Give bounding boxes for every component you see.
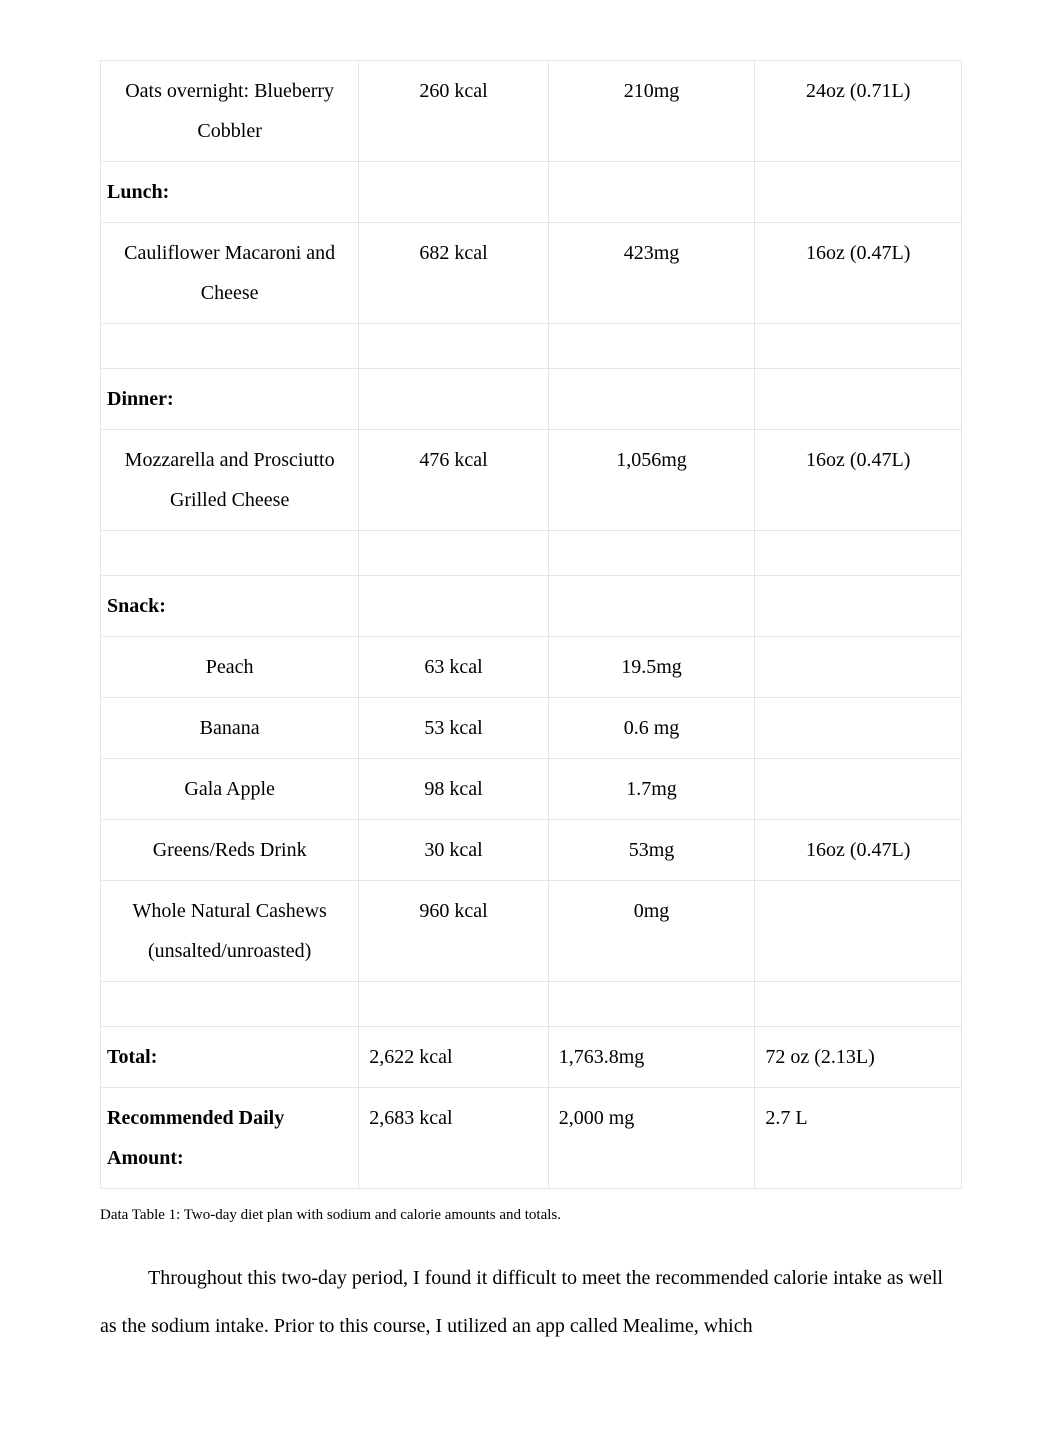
cell-total-calories: 2,622 kcal bbox=[359, 1027, 548, 1088]
cell-empty bbox=[548, 576, 755, 637]
cell-item: Gala Apple bbox=[101, 759, 359, 820]
cell-empty bbox=[359, 576, 548, 637]
page: Oats overnight: Blueberry Cobbler 260 kc… bbox=[0, 0, 1062, 1430]
cell-water: 16oz (0.47L) bbox=[755, 430, 962, 531]
cell-empty bbox=[359, 369, 548, 430]
cell-water bbox=[755, 881, 962, 982]
cell-calories: 260 kcal bbox=[359, 61, 548, 162]
table-row: Oats overnight: Blueberry Cobbler 260 kc… bbox=[101, 61, 962, 162]
cell-water bbox=[755, 759, 962, 820]
cell-section-label: Snack: bbox=[101, 576, 359, 637]
cell-empty bbox=[101, 324, 359, 369]
body-paragraph: Throughout this two-day period, I found … bbox=[100, 1254, 962, 1350]
cell-empty bbox=[548, 369, 755, 430]
cell-sodium: 0mg bbox=[548, 881, 755, 982]
cell-calories: 63 kcal bbox=[359, 637, 548, 698]
cell-empty bbox=[101, 982, 359, 1027]
table-spacer-row bbox=[101, 531, 962, 576]
cell-empty bbox=[548, 162, 755, 223]
cell-total-label: Total: bbox=[101, 1027, 359, 1088]
table-row: Gala Apple 98 kcal 1.7mg bbox=[101, 759, 962, 820]
table-row: Cauliflower Macaroni and Cheese 682 kcal… bbox=[101, 223, 962, 324]
cell-item: Oats overnight: Blueberry Cobbler bbox=[101, 61, 359, 162]
cell-water: 16oz (0.47L) bbox=[755, 820, 962, 881]
cell-sodium: 53mg bbox=[548, 820, 755, 881]
cell-empty bbox=[359, 531, 548, 576]
cell-calories: 682 kcal bbox=[359, 223, 548, 324]
cell-section-label: Dinner: bbox=[101, 369, 359, 430]
cell-recommended-sodium: 2,000 mg bbox=[548, 1088, 755, 1189]
diet-table: Oats overnight: Blueberry Cobbler 260 kc… bbox=[100, 60, 962, 1189]
cell-recommended-label: Recommended Daily Amount: bbox=[101, 1088, 359, 1189]
cell-empty bbox=[755, 982, 962, 1027]
table-caption: Data Table 1: Two-day diet plan with sod… bbox=[100, 1205, 962, 1226]
cell-empty bbox=[548, 531, 755, 576]
table-row: Greens/Reds Drink 30 kcal 53mg 16oz (0.4… bbox=[101, 820, 962, 881]
cell-sodium: 1,056mg bbox=[548, 430, 755, 531]
cell-empty bbox=[359, 162, 548, 223]
cell-sodium: 210mg bbox=[548, 61, 755, 162]
cell-recommended-calories: 2,683 kcal bbox=[359, 1088, 548, 1189]
cell-calories: 53 kcal bbox=[359, 698, 548, 759]
cell-sodium: 423mg bbox=[548, 223, 755, 324]
cell-sodium: 0.6 mg bbox=[548, 698, 755, 759]
cell-item: Whole Natural Cashews (unsalted/unroaste… bbox=[101, 881, 359, 982]
cell-empty bbox=[359, 324, 548, 369]
cell-item: Mozzarella and Prosciutto Grilled Cheese bbox=[101, 430, 359, 531]
cell-empty bbox=[755, 531, 962, 576]
table-row: Mozzarella and Prosciutto Grilled Cheese… bbox=[101, 430, 962, 531]
cell-empty bbox=[755, 369, 962, 430]
cell-empty bbox=[548, 324, 755, 369]
table-row: Peach 63 kcal 19.5mg bbox=[101, 637, 962, 698]
cell-empty bbox=[755, 162, 962, 223]
table-section-row: Snack: bbox=[101, 576, 962, 637]
cell-calories: 98 kcal bbox=[359, 759, 548, 820]
cell-empty bbox=[548, 982, 755, 1027]
cell-empty bbox=[755, 324, 962, 369]
cell-water bbox=[755, 698, 962, 759]
cell-calories: 960 kcal bbox=[359, 881, 548, 982]
table-row: Whole Natural Cashews (unsalted/unroaste… bbox=[101, 881, 962, 982]
cell-section-label: Lunch: bbox=[101, 162, 359, 223]
cell-calories: 476 kcal bbox=[359, 430, 548, 531]
table-spacer-row bbox=[101, 324, 962, 369]
cell-empty bbox=[359, 982, 548, 1027]
cell-empty bbox=[101, 531, 359, 576]
cell-item: Cauliflower Macaroni and Cheese bbox=[101, 223, 359, 324]
cell-empty bbox=[755, 576, 962, 637]
cell-sodium: 19.5mg bbox=[548, 637, 755, 698]
cell-calories: 30 kcal bbox=[359, 820, 548, 881]
table-spacer-row bbox=[101, 982, 962, 1027]
cell-total-water: 72 oz (2.13L) bbox=[755, 1027, 962, 1088]
cell-total-sodium: 1,763.8mg bbox=[548, 1027, 755, 1088]
cell-recommended-water: 2.7 L bbox=[755, 1088, 962, 1189]
table-section-row: Dinner: bbox=[101, 369, 962, 430]
cell-sodium: 1.7mg bbox=[548, 759, 755, 820]
cell-water: 16oz (0.47L) bbox=[755, 223, 962, 324]
table-recommended-row: Recommended Daily Amount: 2,683 kcal 2,0… bbox=[101, 1088, 962, 1189]
cell-water: 24oz (0.71L) bbox=[755, 61, 962, 162]
table-row: Banana 53 kcal 0.6 mg bbox=[101, 698, 962, 759]
body-paragraph-block: Throughout this two-day period, I found … bbox=[100, 1254, 962, 1350]
table-section-row: Lunch: bbox=[101, 162, 962, 223]
cell-item: Peach bbox=[101, 637, 359, 698]
cell-item: Greens/Reds Drink bbox=[101, 820, 359, 881]
cell-item: Banana bbox=[101, 698, 359, 759]
table-total-row: Total: 2,622 kcal 1,763.8mg 72 oz (2.13L… bbox=[101, 1027, 962, 1088]
cell-water bbox=[755, 637, 962, 698]
